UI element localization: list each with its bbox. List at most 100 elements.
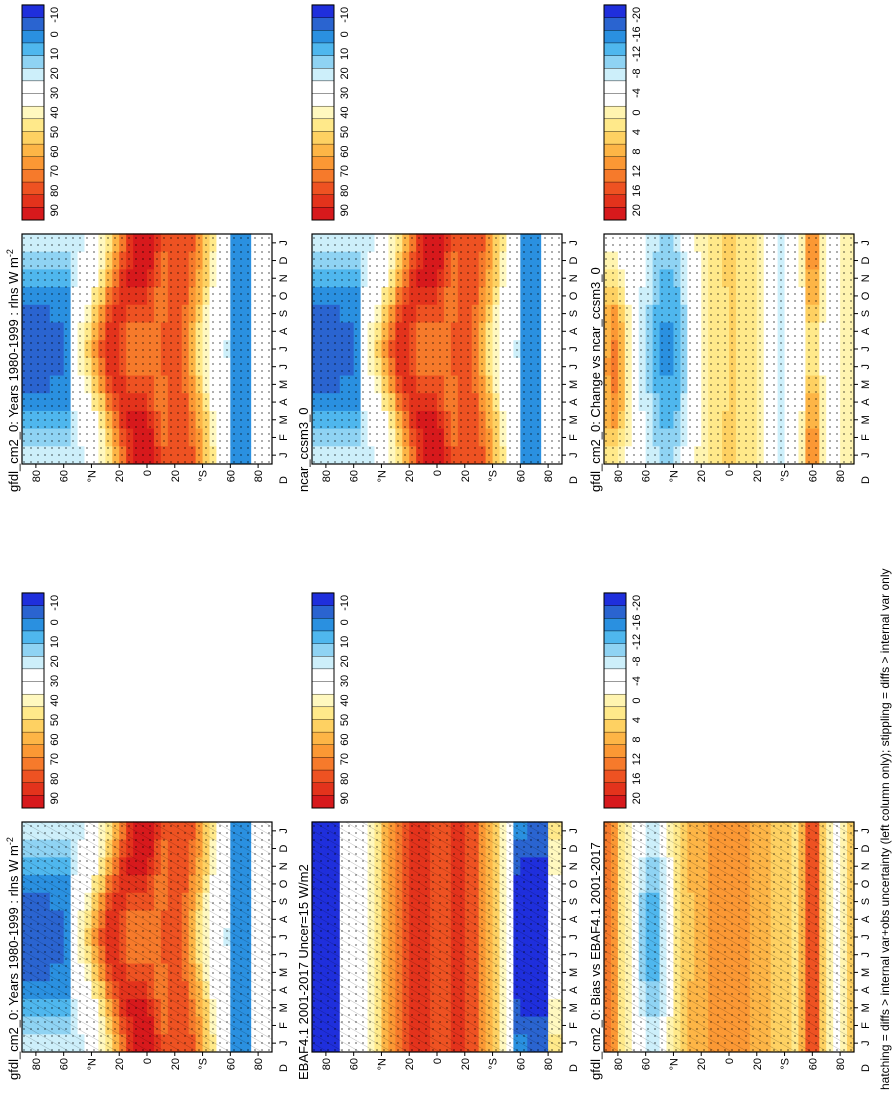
colorbar-swatch	[311, 29, 335, 44]
colorbar-swatch	[603, 67, 627, 82]
colorbar-swatch	[21, 156, 45, 170]
month-tick-label: A	[568, 398, 580, 406]
month-tick-label: J	[860, 346, 872, 352]
colorbar-swatch	[311, 782, 335, 796]
lat-axis: 80 60 °N 20 0 20 °S 60 80	[321, 464, 555, 482]
lat-tick-label: 80	[31, 1058, 43, 1070]
plot-area: 80 60 °N 20 0 20 °S 60 80 D J F M A M J J A S O N D J	[603, 821, 872, 1072]
colorbar-label: 70	[49, 165, 61, 177]
lat-tick-label: °S	[780, 1058, 792, 1070]
colorbar-swatch	[603, 143, 627, 157]
lat-tick-label: 80	[543, 1058, 555, 1070]
colorbar-swatch	[21, 181, 45, 195]
colorbar-swatch	[603, 92, 627, 107]
colorbar: 20 16 12 8 4 0 -4 -8 -12 -16 -20	[603, 592, 643, 809]
colorbar-swatch	[21, 592, 45, 606]
month-tick-label: N	[568, 862, 580, 870]
colorbar-swatch	[21, 680, 45, 695]
colorbar-swatch	[311, 4, 335, 18]
panel-p1: 80 60 °N 20 0 20 °S 60 80 D J F M A M J J A S O N D J gfdl_cm…	[5, 592, 290, 1080]
stippling-overlay	[22, 234, 272, 464]
colorbar-label: 0	[49, 31, 61, 37]
plot-area: 80 60 °N 20 0 20 °S 60 80 D J F M A M J J A S O N D J	[603, 233, 872, 484]
lat-tick-label: 20	[460, 1058, 472, 1070]
colorbar-swatch	[603, 693, 627, 708]
colorbar-swatch	[603, 756, 627, 771]
colorbar-label: 30	[49, 675, 61, 687]
colorbar-label: 40	[339, 694, 351, 706]
lat-tick-label: °N	[86, 1058, 98, 1070]
panel-p3: 80 60 °N 20 0 20 °S 60 80 D J F M A M J J A S O N D J EBAF4.1…	[296, 592, 580, 1080]
hatching-overlay	[22, 822, 272, 1052]
lat-tick-label: 20	[696, 1058, 708, 1070]
colorbar-label: 0	[339, 619, 351, 625]
month-tick-label: A	[860, 398, 872, 406]
lat-tick-label: 0	[432, 1058, 444, 1064]
colorbar-label: -10	[49, 7, 61, 23]
colorbar-swatch	[603, 118, 627, 132]
hatching-overlay	[604, 822, 854, 1052]
colorbar-swatch	[21, 92, 45, 107]
colorbar-label: 80	[49, 773, 61, 785]
colorbar-swatch	[603, 642, 627, 657]
colorbar: 90 80 70 60 50 40 30 20 10 0 -10	[311, 592, 351, 809]
colorbar-swatch	[603, 731, 627, 745]
panel-title: EBAF4.1 2001-2017 Uncer=15 W/m2	[296, 864, 311, 1080]
month-axis: D J F M A M J J A S O N D J	[272, 240, 290, 484]
month-tick-label: N	[860, 274, 872, 282]
panel-p2: 80 60 °N 20 0 20 °S 60 80 D J F M A M J J A S O N D J gfdl_cm…	[5, 4, 290, 492]
colorbar-swatch	[603, 168, 627, 183]
month-tick-label: J	[568, 828, 580, 834]
colorbar-swatch	[21, 206, 45, 221]
colorbar-swatch	[21, 731, 45, 745]
colorbar-swatch	[311, 642, 335, 657]
colorbar-label: 0	[49, 619, 61, 625]
colorbar-swatch	[311, 668, 335, 682]
lat-tick-label: 60	[349, 470, 361, 482]
colorbar-swatch	[311, 744, 335, 758]
month-tick-label: S	[568, 310, 580, 317]
month-tick-label: S	[860, 898, 872, 905]
month-axis: D J F M A M J J A S O N D J	[562, 240, 580, 484]
colorbar-swatch	[311, 592, 335, 606]
colorbar-label: 10	[339, 636, 351, 648]
lat-tick-label: 60	[225, 470, 237, 482]
month-tick-label: N	[568, 274, 580, 282]
colorbar-swatch	[311, 769, 335, 783]
colorbar-label: -10	[339, 7, 351, 23]
month-tick-label: D	[568, 845, 580, 853]
colorbar-frame	[603, 592, 627, 809]
colorbar-swatch	[603, 54, 627, 69]
colorbar-swatch	[21, 668, 45, 682]
colorbar: 20 16 12 8 4 0 -4 -8 -12 -16 -20	[603, 4, 643, 221]
lat-axis: 80 60 °N 20 0 20 °S 60 80	[321, 1052, 555, 1070]
colorbar-swatch	[21, 143, 45, 157]
colorbar-swatch	[21, 54, 45, 69]
colorbar-label: 0	[631, 697, 643, 703]
colorbar-swatch	[311, 80, 335, 94]
month-tick-label: F	[278, 1022, 290, 1029]
colorbar-swatch	[603, 782, 627, 796]
colorbar-label: 0	[339, 31, 351, 37]
month-tick-label: J	[860, 952, 872, 958]
colorbar-swatch	[311, 156, 335, 170]
lat-tick-label: °S	[198, 1058, 210, 1070]
lat-tick-label: 80	[613, 1058, 625, 1070]
lat-tick-label: °S	[780, 470, 792, 482]
month-tick-label: A	[568, 915, 580, 923]
month-tick-label: J	[568, 452, 580, 458]
lat-tick-label: °N	[668, 1058, 680, 1070]
colorbar-swatch	[21, 693, 45, 708]
colorbar-swatch	[603, 156, 627, 170]
month-tick-label: M	[568, 380, 580, 389]
colorbar: 90 80 70 60 50 40 30 20 10 0 -10	[21, 592, 61, 809]
colorbar-swatch	[603, 655, 627, 670]
month-tick-label: D	[568, 257, 580, 265]
colorbar-label: 50	[49, 714, 61, 726]
colorbar-frame	[21, 592, 45, 809]
lat-tick-label: 60	[349, 1058, 361, 1070]
lat-tick-label: 20	[170, 1058, 182, 1070]
colorbar-label: 4	[631, 717, 643, 723]
